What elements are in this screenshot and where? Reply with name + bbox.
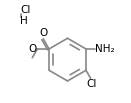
Text: H: H — [20, 16, 28, 26]
Text: NH₂: NH₂ — [95, 44, 115, 54]
Text: Cl: Cl — [20, 5, 31, 15]
Text: O: O — [40, 28, 48, 38]
Text: Cl: Cl — [86, 79, 96, 89]
Text: O: O — [29, 44, 37, 54]
